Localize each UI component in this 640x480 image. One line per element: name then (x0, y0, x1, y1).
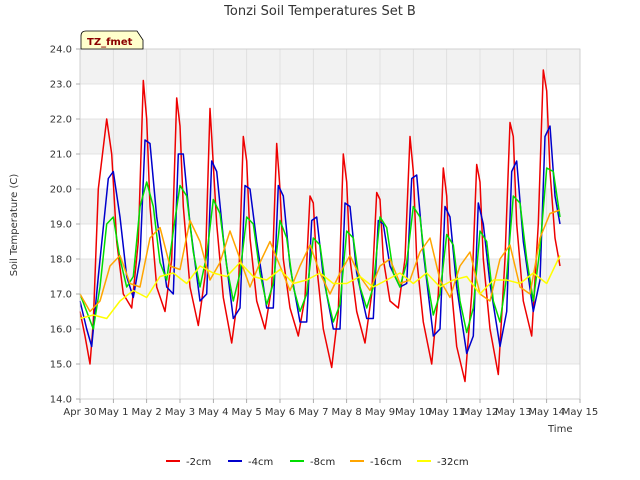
x-tick-label: May 13 (495, 407, 532, 418)
x-tick-labels: Apr 30 May 1 May 2 May 3 May 4 May 5 May 6 May … (63, 399, 598, 418)
y-tick-label: 19.0 (50, 220, 72, 231)
site-badge: TZ_fmet (80, 30, 144, 50)
x-tick-label: May 6 (265, 407, 295, 418)
y-tick-label: 18.0 (50, 255, 72, 266)
x-tick-label: May 15 (562, 407, 599, 418)
legend-label--2cm: -2cm (186, 457, 211, 468)
badge-label: TZ_fmet (87, 37, 133, 48)
legend-label--32cm: -32cm (437, 457, 469, 468)
x-tick-label: May 4 (198, 407, 228, 418)
x-tick-label: Apr 30 (63, 407, 96, 418)
x-tick-label: May 1 (98, 407, 128, 418)
y-tick-label: 15.0 (50, 360, 72, 371)
series-line--8cm (79, 167, 561, 334)
y-tick-label: 17.0 (50, 290, 72, 301)
series-line--2cm (79, 69, 561, 383)
y-tick-label: 20.0 (50, 185, 72, 196)
y-tick-label: 16.0 (50, 325, 72, 336)
y-axis-title: Soil Temperature (C) (9, 174, 20, 277)
y-tick-label: 24.0 (50, 45, 72, 56)
series-layer (79, 69, 561, 383)
x-tick-label: May 10 (395, 407, 432, 418)
x-tick-label: May 7 (298, 407, 328, 418)
chart-title: Tonzi Soil Temperatures Set B (223, 4, 416, 19)
x-tick-label: May 3 (165, 407, 195, 418)
legend-label--4cm: -4cm (248, 457, 273, 468)
x-tick-label: May 5 (232, 407, 262, 418)
badge-shape (80, 30, 144, 50)
x-tick-label: May 2 (132, 407, 162, 418)
legend: -2cm -4cm -8cm -16cm -32cm (166, 457, 469, 468)
legend-label--16cm: -16cm (370, 457, 402, 468)
x-tick-label: May 12 (462, 407, 499, 418)
background-band (80, 49, 580, 84)
series-line--32cm (79, 255, 561, 320)
background-band (80, 119, 580, 154)
x-tick-label: May 9 (365, 407, 395, 418)
y-tick-labels: 14.0 15.0 16.0 17.0 18.0 19.0 20.0 21.0 22.0 23.0… (50, 45, 80, 406)
y-tick-label: 23.0 (50, 80, 72, 91)
background-band (80, 189, 580, 224)
x-axis-title: Time (547, 424, 572, 435)
y-tick-label: 14.0 (50, 395, 72, 406)
x-tick-label: May 11 (428, 407, 465, 418)
y-tick-label: 21.0 (50, 150, 72, 161)
y-tick-label: 22.0 (50, 115, 72, 126)
x-tick-label: May 14 (528, 407, 565, 418)
x-tick-label: May 8 (332, 407, 362, 418)
legend-label--8cm: -8cm (310, 457, 335, 468)
